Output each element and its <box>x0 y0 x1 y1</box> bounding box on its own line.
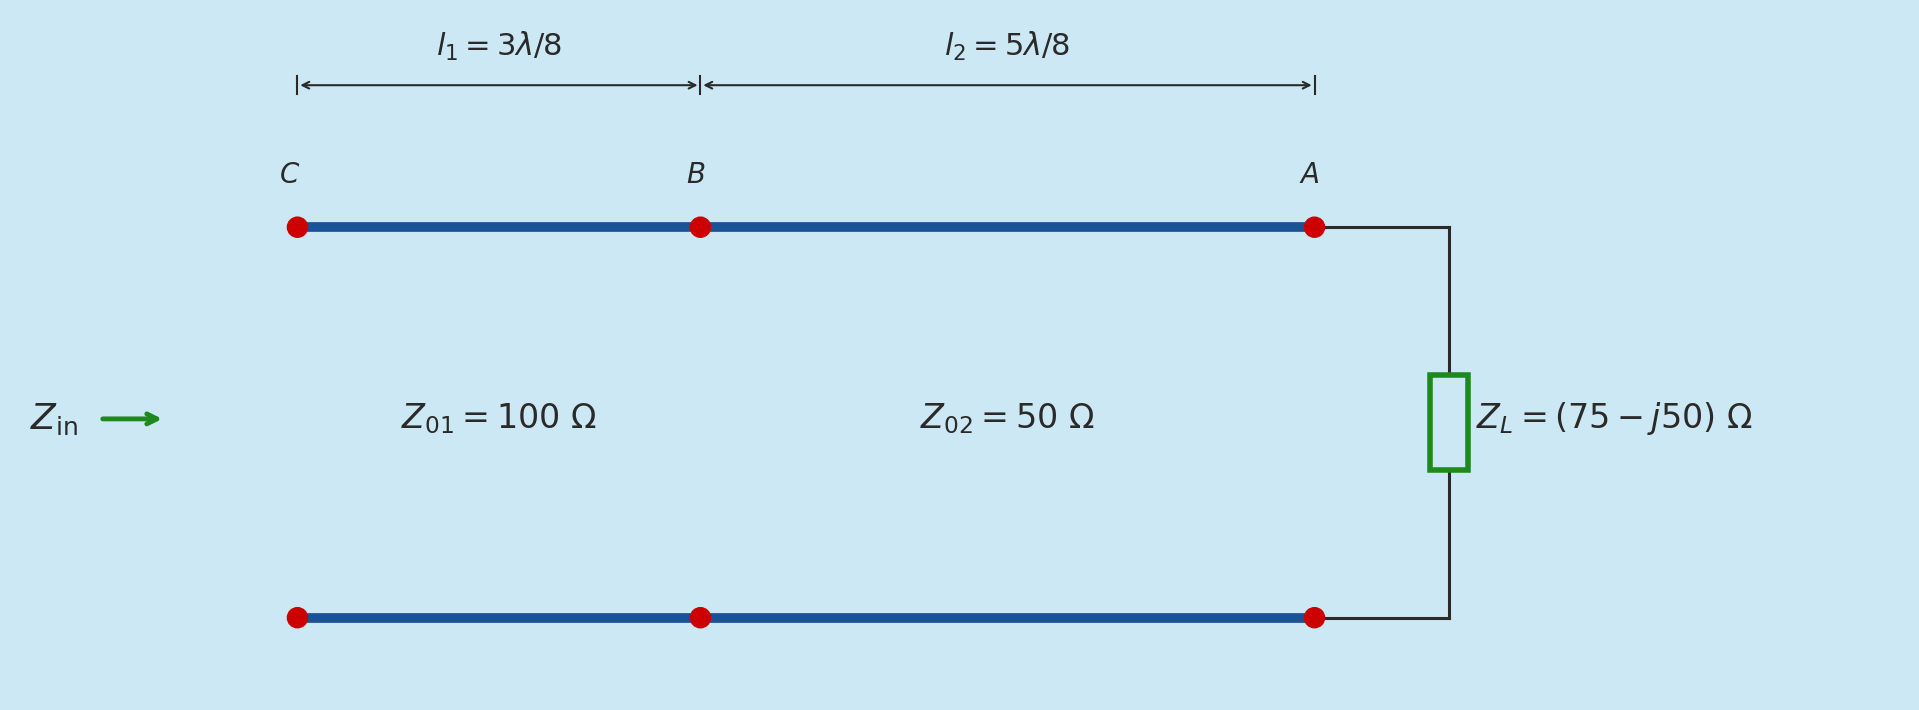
Text: $l_2 = 5\lambda/8$: $l_2 = 5\lambda/8$ <box>944 30 1071 63</box>
Circle shape <box>691 608 710 627</box>
Circle shape <box>1305 218 1324 236</box>
Circle shape <box>288 608 307 627</box>
Bar <box>1430 375 1468 470</box>
Circle shape <box>1305 608 1324 627</box>
Text: $l_1 = 3\lambda/8$: $l_1 = 3\lambda/8$ <box>436 30 562 63</box>
Text: $B$: $B$ <box>685 162 704 189</box>
Text: $Z_{02} = 50\ \Omega$: $Z_{02} = 50\ \Omega$ <box>919 402 1096 436</box>
Text: $Z_{\rm in}$: $Z_{\rm in}$ <box>31 401 79 437</box>
Text: $Z_{01} = 100\ \Omega$: $Z_{01} = 100\ \Omega$ <box>401 402 597 436</box>
Text: $A$: $A$ <box>1299 162 1320 189</box>
Text: $C$: $C$ <box>278 162 299 189</box>
Circle shape <box>288 218 307 236</box>
Text: $Z_L = (75 - j50)\ \Omega$: $Z_L = (75 - j50)\ \Omega$ <box>1476 400 1752 437</box>
Circle shape <box>691 218 710 236</box>
